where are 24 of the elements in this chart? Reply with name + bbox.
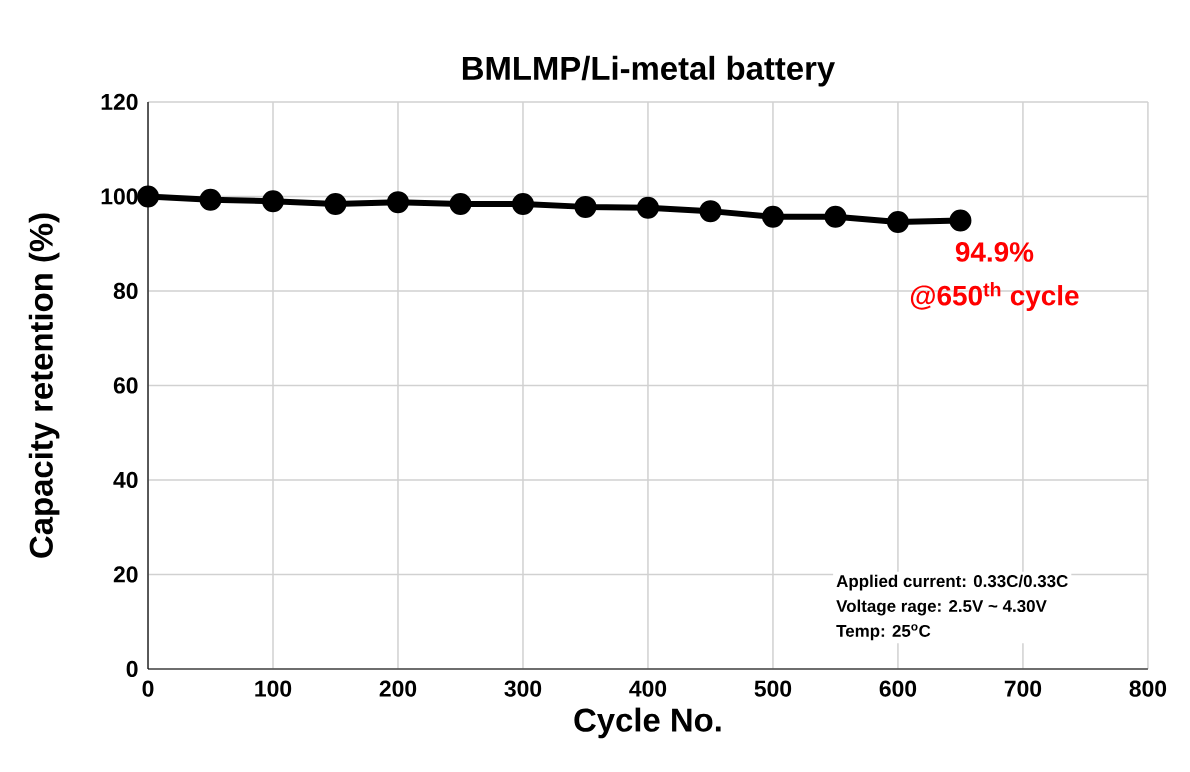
y-tick-label: 40 (113, 471, 138, 489)
y-tick-label: 80 (113, 282, 138, 300)
annotation: Applied current: 0.33C/0.33C (836, 574, 1068, 591)
x-tick-label: 400 (629, 680, 667, 697)
y-tick-label: 0 (126, 660, 138, 678)
y-tick-label: 120 (101, 93, 138, 111)
x-tick-label: 200 (379, 680, 417, 697)
y-tick-label: 20 (113, 566, 138, 583)
chart-title: BMLMP/Li-metal battery (462, 55, 835, 87)
y-axis-title: Capacity retention (%) (28, 213, 60, 558)
x-tick-label: 300 (504, 680, 542, 697)
annotation: Temp: 25$^{o}$C (836, 624, 931, 641)
x-tick-label: 700 (1004, 680, 1042, 697)
y-tick-label: 100 (101, 188, 138, 205)
x-tick-label: 800 (1129, 680, 1167, 697)
y-tick-label: 60 (113, 377, 138, 394)
x-tick-label: 500 (754, 680, 792, 697)
x-axis-title: Cycle No. (574, 707, 721, 739)
annotation: Voltage rage: 2.5V ~ 4.30V (836, 599, 1047, 616)
annotation: @650$^{th}$ cycle (910, 282, 1079, 312)
x-tick-label: 0 (142, 680, 154, 697)
x-tick-label: 100 (255, 680, 292, 697)
x-tick-label: 600 (879, 680, 917, 697)
annotation: 94.9% (955, 242, 1034, 262)
